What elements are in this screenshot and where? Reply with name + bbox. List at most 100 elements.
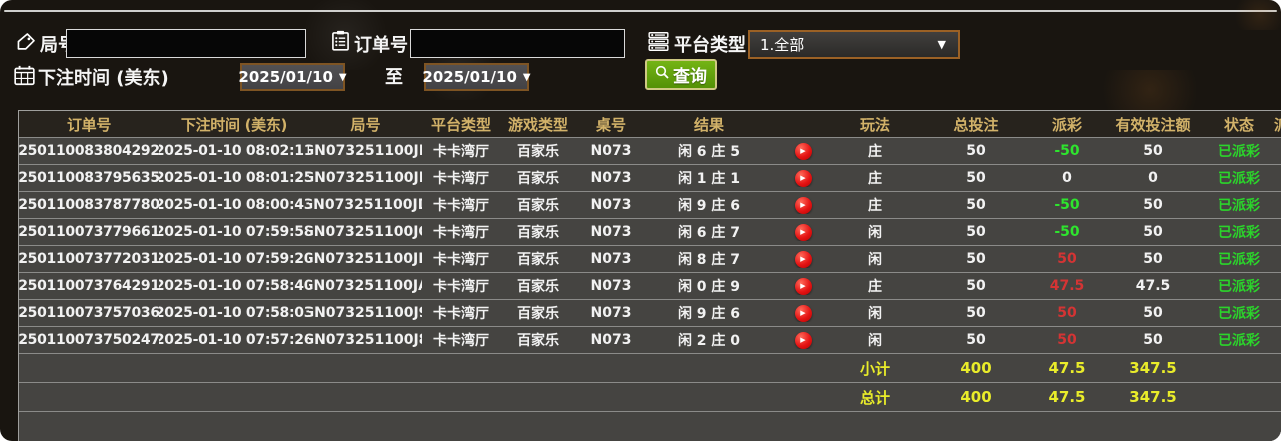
date-to-label: 至 — [385, 67, 403, 88]
table-row: 250110083795635 2025-01-10 08:01:25 GN07… — [19, 165, 1281, 192]
cell-platform: 卡卡湾厅 — [433, 198, 489, 214]
cell-bet-time: 2025-01-10 07:58:03 — [159, 305, 309, 321]
date-to-picker[interactable]: 2025/01/10 ▼ — [422, 63, 531, 91]
play-video-button[interactable]: ▶ — [794, 250, 812, 268]
play-video-button[interactable]: ▶ — [794, 331, 812, 349]
search-icon — [655, 65, 670, 85]
search-button[interactable]: 查询 — [645, 59, 717, 90]
total-payout: 47.5 — [1048, 388, 1086, 406]
col-header-result: 结果 — [693, 115, 724, 134]
cell-video: ▶ — [772, 169, 834, 187]
play-video-button[interactable]: ▶ — [794, 304, 812, 322]
game-no-input[interactable] — [66, 29, 306, 58]
cell-video: ▶ — [772, 142, 834, 160]
cell-result: 闲 2 庄 0 — [677, 333, 741, 349]
cell-result: 闲 6 庄 7 — [677, 225, 741, 241]
cell-valid-bet: 50 — [1143, 143, 1163, 159]
chevron-down-icon: ▼ — [522, 71, 531, 83]
cell-valid-bet: 50 — [1143, 251, 1163, 267]
bet-time-label: 下注时间 (美东) — [38, 68, 169, 89]
chevron-down-icon: ▼ — [338, 71, 347, 83]
cell-video: ▶ — [772, 331, 834, 349]
col-header-bet-time: 下注时间 (美东) — [180, 115, 288, 134]
cell-status: 已派彩 — [1218, 198, 1260, 214]
col-header-payout: 派彩 — [1051, 115, 1082, 134]
background-text-ghost — [1230, 0, 1281, 30]
search-button-label: 查询 — [673, 67, 707, 87]
cell-bet-total: 50 — [966, 278, 986, 294]
background-text-ghost — [1090, 70, 1210, 110]
table-row: 250110083804292 2025-01-10 08:02:11 GN07… — [19, 138, 1281, 165]
cell-result: 闲 8 庄 7 — [677, 252, 741, 268]
cell-game-no: GN073251100J8 — [309, 332, 422, 348]
cell-payout: 50 — [1057, 332, 1077, 348]
platform-type-select[interactable]: 1.全部 ▼ — [748, 30, 960, 59]
cell-payout: 47.5 — [1049, 278, 1085, 294]
cell-status: 已派彩 — [1218, 279, 1260, 295]
cell-payout: -50 — [1054, 224, 1080, 240]
cell-order-no: 250110073772031 — [19, 251, 159, 267]
col-header-valid-bet: 有效投注额 — [1115, 115, 1191, 134]
play-video-button[interactable]: ▶ — [794, 223, 812, 241]
col-header-status: 状态 — [1223, 115, 1254, 134]
subtotal-label: 小计 — [859, 359, 890, 378]
col-header-table-no: 桌号 — [595, 115, 626, 134]
cell-platform: 卡卡湾厅 — [433, 225, 489, 241]
cell-game-type: 百家乐 — [517, 225, 559, 241]
cell-play-type: 闲 — [868, 252, 882, 268]
total-bet-total: 400 — [960, 388, 992, 406]
date-from-picker[interactable]: 2025/01/10 ▼ — [238, 63, 347, 91]
cell-game-no: GN073251100JC — [309, 224, 422, 240]
cell-bet-total: 50 — [966, 170, 986, 186]
cell-valid-bet: 50 — [1143, 305, 1163, 321]
cell-game-no: GN073251100JE — [309, 170, 422, 186]
cell-valid-bet: 50 — [1143, 332, 1163, 348]
play-video-button[interactable]: ▶ — [794, 142, 812, 160]
cell-order-no: 250110073757036 — [19, 305, 159, 321]
play-video-button[interactable]: ▶ — [794, 169, 812, 187]
cell-order-no: 250110073764291 — [19, 278, 159, 294]
table-row: 250110073750247 2025-01-10 07:57:26 GN07… — [19, 327, 1281, 354]
cell-video: ▶ — [772, 277, 834, 295]
cell-result: 闲 9 庄 6 — [677, 306, 741, 322]
cell-game-no: GN073251100JD — [309, 197, 422, 213]
col-header-bet-total: 总投注 — [953, 115, 999, 134]
col-header-platform: 平台类型 — [430, 115, 491, 134]
cell-platform: 卡卡湾厅 — [433, 144, 489, 160]
platform-type-value: 1.全部 — [760, 36, 805, 54]
cell-play-type: 闲 — [868, 333, 882, 349]
cell-play-type: 闲 — [868, 306, 882, 322]
cell-order-no: 250110083804292 — [19, 143, 159, 159]
cell-video: ▶ — [772, 250, 834, 268]
play-video-button[interactable]: ▶ — [794, 277, 812, 295]
play-video-button[interactable]: ▶ — [794, 196, 812, 214]
cell-valid-bet: 47.5 — [1135, 278, 1171, 294]
cell-result: 闲 0 庄 9 — [677, 279, 741, 295]
cell-order-no: 250110083787780 — [19, 197, 159, 213]
table-row: 250110073772031 2025-01-10 07:59:20 GN07… — [19, 246, 1281, 273]
col-header-game-type: 游戏类型 — [507, 115, 568, 134]
cell-valid-bet: 0 — [1148, 170, 1158, 186]
cell-platform: 卡卡湾厅 — [433, 252, 489, 268]
subtotal-bet-total: 400 — [960, 359, 992, 377]
cell-bet-time: 2025-01-10 07:59:20 — [159, 251, 309, 267]
cell-play-type: 闲 — [868, 225, 882, 241]
cell-game-type: 百家乐 — [517, 333, 559, 349]
order-no-input[interactable] — [410, 29, 625, 58]
bet-records-table: 订单号 下注时间 (美东) 局号 平台类型 游戏类型 桌号 结果 玩法 总投注 … — [18, 110, 1281, 441]
platform-stack-icon — [648, 31, 669, 51]
subtotal-row: 小计 400 47.5 347.5 — [19, 354, 1281, 383]
date-from-value: 2025/01/10 — [238, 68, 333, 86]
tag-icon — [16, 32, 36, 52]
order-no-label: 订单号 — [354, 35, 408, 56]
cell-game-type: 百家乐 — [517, 171, 559, 187]
col-header-truncated: 派 — [1270, 114, 1281, 135]
cell-table-no: N073 — [590, 332, 632, 348]
col-header-play-type: 玩法 — [859, 115, 890, 134]
cell-table-no: N073 — [590, 251, 632, 267]
cell-platform: 卡卡湾厅 — [433, 306, 489, 322]
cell-bet-total: 50 — [966, 305, 986, 321]
platform-type-label: 平台类型 — [674, 35, 746, 56]
cell-status: 已派彩 — [1218, 171, 1260, 187]
